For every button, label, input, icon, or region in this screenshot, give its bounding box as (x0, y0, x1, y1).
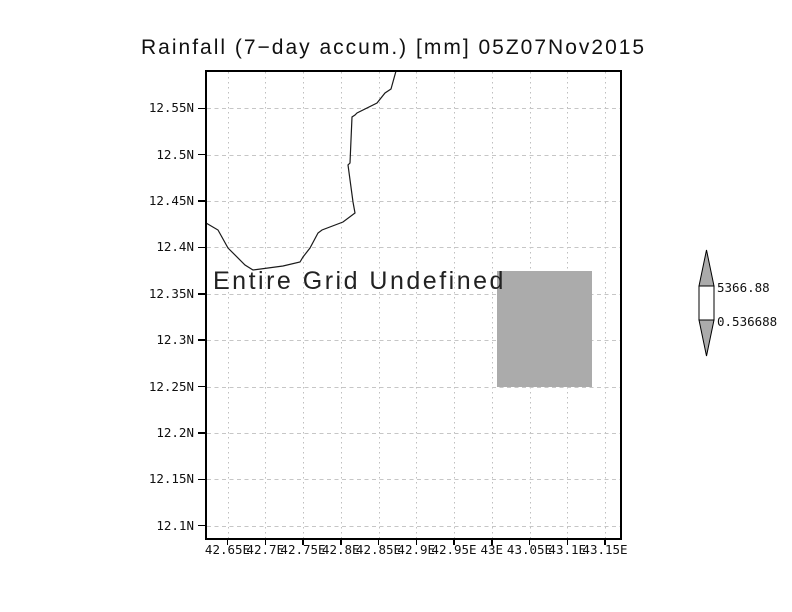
colorbar-min-value: 0.536688 (717, 314, 778, 329)
lat-tick-mark (198, 153, 205, 156)
lon-tick-label: 42.85E (355, 542, 402, 557)
lon-tick-label: 42.65E (204, 542, 251, 557)
gridline-vertical (265, 72, 267, 538)
lon-tick-label: 42.9E (397, 542, 436, 557)
lon-tick-mark (415, 538, 417, 545)
gridline-horizontal (207, 432, 620, 434)
gridline-horizontal (207, 201, 620, 203)
lat-tick-mark (198, 246, 205, 249)
gridline-vertical (454, 72, 455, 538)
lon-tick-label: 42.8E (321, 542, 360, 557)
lon-tick-label: 42.95E (431, 542, 477, 557)
lon-tick-mark (604, 538, 606, 545)
colorbar-max-value: 5366.88 (717, 280, 770, 295)
lon-tick-mark (453, 538, 455, 545)
undefined-grid-message: Entire Grid Undefined (213, 267, 506, 295)
lon-tick-mark (566, 538, 568, 545)
lat-tick-mark (198, 432, 205, 434)
lat-tick-mark (198, 478, 205, 480)
map-area (207, 72, 620, 538)
lat-tick-mark (198, 385, 205, 388)
lat-tick-label: 12.25N (148, 378, 194, 394)
plot-title: Rainfall (7−day accum.) [mm] 05Z07Nov201… (141, 36, 647, 59)
gridline-horizontal (207, 108, 620, 110)
gridline-vertical (303, 72, 304, 538)
lon-tick-label: 42.7E (246, 542, 285, 557)
coastline-path (207, 72, 397, 271)
gridline-vertical (340, 72, 342, 538)
gridline-vertical (416, 72, 418, 538)
gridline-vertical (378, 72, 380, 538)
gridline-horizontal (207, 293, 620, 295)
gridline-horizontal (207, 479, 620, 481)
lat-tick-label: 12.15N (148, 471, 194, 487)
coastline-map (207, 72, 397, 271)
map-frame (205, 70, 622, 540)
lat-tick-label: 12.1N (156, 517, 194, 533)
lat-tick-label: 12.5N (156, 146, 194, 162)
gridline-vertical (491, 72, 493, 538)
gridline-horizontal (207, 386, 620, 388)
lon-tick-mark (226, 538, 229, 545)
lat-tick-mark (198, 200, 205, 202)
lat-tick-mark (198, 107, 205, 110)
lat-tick-label: 12.4N (156, 239, 194, 255)
lon-tick-mark (340, 538, 342, 545)
lat-tick-label: 12.2N (156, 424, 194, 440)
lon-tick-mark (264, 538, 266, 545)
lon-tick-label: 43.05E (506, 542, 553, 557)
lat-tick-mark (198, 293, 205, 295)
undefined-data-region (497, 271, 592, 387)
lat-tick-label: 12.3N (156, 332, 194, 348)
lon-tick-mark (377, 538, 380, 545)
lon-tick-mark (491, 538, 493, 545)
gridline-horizontal (207, 154, 620, 156)
lat-tick-label: 12.55N (148, 100, 194, 116)
colorbar-mid-band (698, 285, 715, 321)
lat-tick-mark (198, 339, 205, 341)
gridline-horizontal (207, 525, 620, 527)
lon-tick-mark (528, 538, 531, 545)
gridline-vertical (227, 72, 229, 538)
lon-tick-mark (302, 538, 304, 545)
colorbar-lower-arrow (698, 319, 715, 357)
colorbar-upper-arrow (698, 249, 715, 287)
lon-tick-label: 42.75E (280, 542, 326, 557)
gridline-vertical (605, 72, 606, 538)
lat-tick-mark (198, 524, 205, 527)
gridline-horizontal (207, 340, 620, 342)
lon-tick-label: 43E (480, 542, 504, 557)
lon-tick-label: 43.1E (548, 542, 587, 557)
colorbar (698, 249, 715, 357)
lat-tick-label: 12.35N (148, 285, 194, 301)
lat-tick-label: 12.45N (148, 193, 194, 209)
lon-tick-label: 43.15E (582, 542, 628, 557)
gridline-horizontal (207, 247, 620, 249)
